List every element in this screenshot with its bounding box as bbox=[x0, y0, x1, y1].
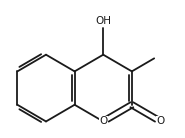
Text: O: O bbox=[156, 116, 165, 126]
Text: OH: OH bbox=[95, 16, 111, 26]
Text: O: O bbox=[99, 116, 107, 126]
